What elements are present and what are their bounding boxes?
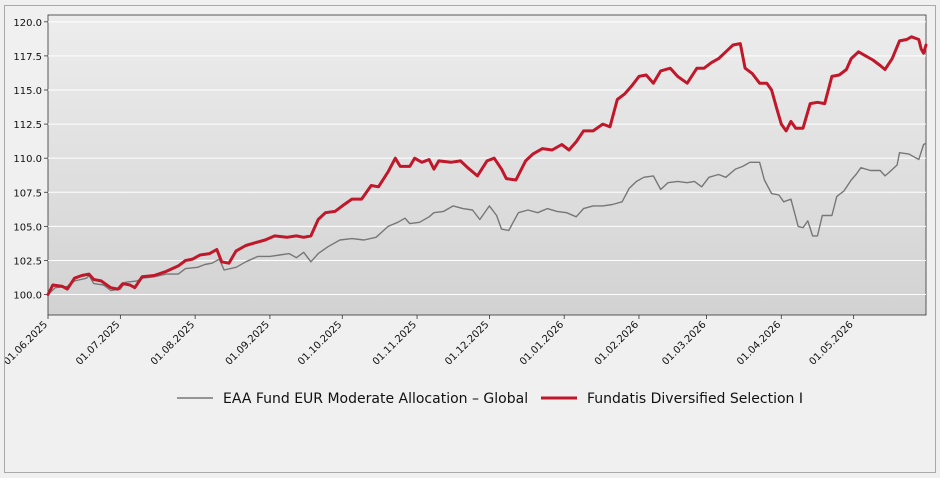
y-tick-label: 112.5 <box>13 120 42 131</box>
x-tick-label: 01.05.2026 <box>807 319 855 367</box>
grid-lines <box>48 21 926 296</box>
x-tick-label: 01.07.2025 <box>74 319 122 367</box>
x-tick-label: 01.02.2026 <box>593 319 641 367</box>
y-tick-label: 107.5 <box>13 188 42 199</box>
y-tick-label: 120.0 <box>13 18 42 29</box>
y-tick-label: 105.0 <box>13 222 42 233</box>
x-tick-label: 01.12.2025 <box>443 319 491 367</box>
x-tick-label: 01.03.2026 <box>660 319 708 367</box>
series-lines <box>46 35 928 296</box>
x-tick-label: 01.04.2026 <box>735 319 783 367</box>
x-tick-label: 01.10.2025 <box>296 319 344 367</box>
y-tick-label: 117.5 <box>13 52 42 63</box>
legend: EAA Fund EUR Moderate Allocation – Globa… <box>177 391 803 407</box>
x-tick-label: 01.06.2025 <box>5 319 50 367</box>
y-tick-label: 100.0 <box>13 291 42 302</box>
x-tick-label: 01.11.2025 <box>371 319 419 367</box>
legend-label-1: Fundatis Diversified Selection I <box>587 391 803 407</box>
series-line-0 <box>47 142 927 296</box>
series-line-1 <box>46 35 928 296</box>
y-tick-label: 115.0 <box>13 86 42 97</box>
x-axis: 01.06.2025 01.07.2025 01.08.2025 01.09.2025… <box>2 315 856 368</box>
x-tick-label: 01.09.2025 <box>224 319 272 367</box>
legend-label-0: EAA Fund EUR Moderate Allocation – Globa… <box>223 391 528 407</box>
x-tick-label: 01.01.2026 <box>518 319 566 367</box>
y-tick-label: 102.5 <box>13 256 42 267</box>
y-tick-label: 110.0 <box>13 154 42 165</box>
chart-frame: 100.0 102.5 105.0 107.5 110.0 112.5 115.0 117.5… <box>2 5 936 473</box>
x-tick-label: 01.08.2025 <box>149 319 197 367</box>
performance-chart: 100.0 102.5 105.0 107.5 110.0 112.5 115.0 117.5… <box>2 14 928 407</box>
y-axis: 100.0 102.5 105.0 107.5 110.0 112.5 115.0 117.5… <box>13 18 48 302</box>
plot-area <box>47 14 927 316</box>
